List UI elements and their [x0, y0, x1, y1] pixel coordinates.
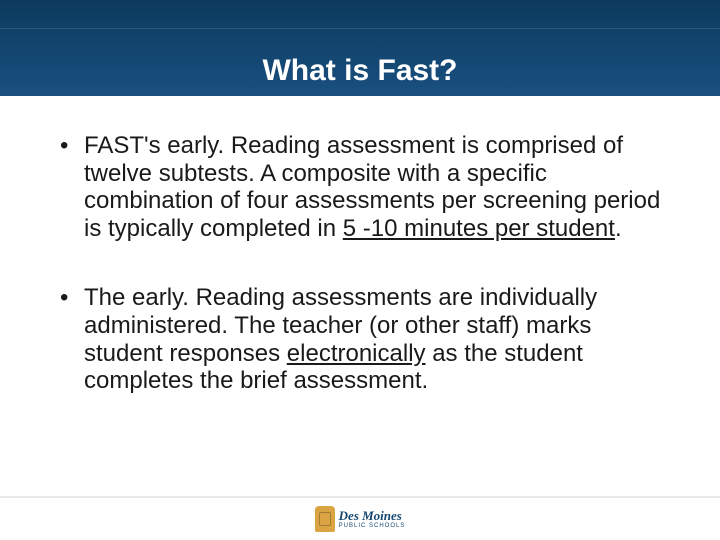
slide-title: What is Fast?: [262, 54, 457, 88]
logo-line2: PUBLIC SCHOOLS: [339, 523, 406, 529]
bullet-text-underline: 5 -10 minutes per student: [343, 215, 615, 242]
bullet-item: FAST's early. Reading assessment is comp…: [56, 132, 664, 242]
logo: Des Moines PUBLIC SCHOOLS: [315, 506, 406, 532]
bullet-text-underline: electronically: [287, 340, 426, 367]
bullet-list: FAST's early. Reading assessment is comp…: [56, 132, 664, 395]
header-band: What is Fast?: [0, 0, 720, 96]
logo-line1: Des Moines: [339, 509, 406, 522]
bullet-item: The early. Reading assessments are indiv…: [56, 284, 664, 394]
bullet-text-post: .: [615, 215, 622, 242]
logo-text: Des Moines PUBLIC SCHOOLS: [339, 509, 406, 529]
footer: Des Moines PUBLIC SCHOOLS: [0, 506, 720, 532]
content-area: FAST's early. Reading assessment is comp…: [0, 96, 720, 395]
footer-rule: [0, 496, 720, 498]
logo-mark-icon: [315, 506, 335, 532]
